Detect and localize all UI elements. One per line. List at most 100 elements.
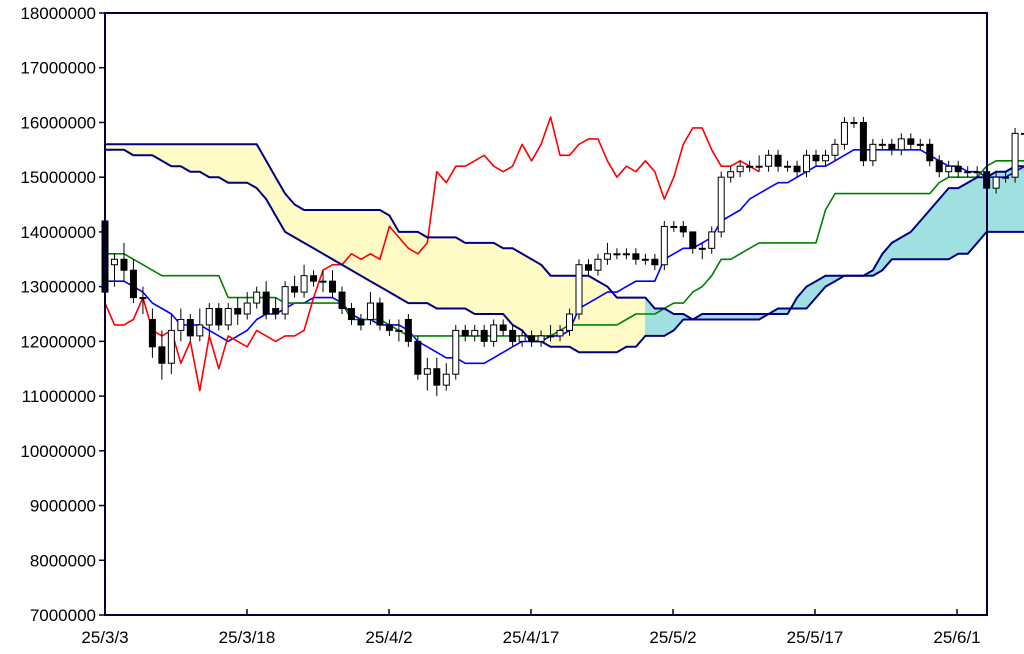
cloud-segment bbox=[531, 258, 542, 342]
candle-bull bbox=[660, 225, 668, 266]
candle-bear bbox=[234, 308, 242, 315]
y-tick-label: 9000000 bbox=[30, 497, 96, 516]
candle-bull bbox=[471, 329, 479, 337]
candle-bull bbox=[698, 247, 706, 250]
cloud-segment bbox=[133, 144, 144, 156]
y-tick-label: 11000000 bbox=[22, 387, 96, 406]
candle-bear bbox=[461, 329, 469, 337]
candle-bull bbox=[196, 324, 204, 337]
cloud-segment bbox=[351, 209, 362, 277]
candle-bull bbox=[869, 143, 877, 162]
cloud-segment bbox=[502, 248, 513, 326]
candle-bull bbox=[736, 165, 744, 173]
candle-bull bbox=[784, 165, 792, 168]
cloud-segment bbox=[521, 253, 532, 343]
candle-bull bbox=[423, 368, 431, 375]
cloud-segment bbox=[427, 237, 438, 310]
candle-bear bbox=[651, 258, 659, 266]
candle-bull bbox=[110, 258, 118, 266]
cloud-segment bbox=[332, 209, 343, 266]
candle-bull bbox=[717, 176, 725, 233]
candle-bull bbox=[243, 302, 251, 315]
candle-bull bbox=[319, 280, 327, 283]
candle-bull bbox=[727, 171, 735, 178]
candle-bull bbox=[366, 302, 374, 320]
candle-bear bbox=[414, 340, 422, 375]
candle-bull bbox=[916, 143, 924, 146]
candle-bear bbox=[291, 286, 299, 293]
candle-bull bbox=[897, 138, 905, 151]
candle-bull bbox=[442, 373, 450, 386]
candle-bull bbox=[964, 171, 972, 174]
cloud-segment bbox=[341, 209, 352, 271]
candle-bull bbox=[566, 313, 574, 331]
y-tick-label: 13000000 bbox=[20, 278, 96, 297]
candle-bear bbox=[338, 291, 346, 310]
cloud-segment bbox=[171, 144, 182, 167]
candle-bull bbox=[765, 154, 773, 167]
candle-bull bbox=[167, 329, 175, 364]
y-tick-label: 15000000 bbox=[20, 168, 96, 187]
candle-bear bbox=[433, 368, 441, 386]
candle-bear bbox=[120, 258, 128, 271]
candle-bear bbox=[385, 324, 393, 331]
plot-area-frame bbox=[104, 12, 988, 616]
x-tick-label: 25/5/17 bbox=[787, 628, 844, 647]
cloud-segment bbox=[190, 144, 201, 173]
y-tick-label: 18000000 bbox=[20, 4, 96, 23]
candle-bull bbox=[708, 231, 716, 249]
candle-bull bbox=[803, 154, 811, 173]
x-tick-label: 25/4/17 bbox=[503, 628, 560, 647]
candle-bull bbox=[992, 176, 1000, 189]
cloud-segment bbox=[464, 242, 476, 315]
candle-bull bbox=[537, 335, 545, 342]
candle-bull bbox=[755, 165, 763, 168]
candle-bull bbox=[205, 308, 213, 326]
candle-bull bbox=[746, 165, 754, 168]
x-tick-label: 25/5/2 bbox=[649, 628, 696, 647]
cloud-segment bbox=[142, 144, 153, 156]
candle-bear bbox=[329, 280, 337, 293]
candle-bear bbox=[859, 121, 867, 162]
candle-bear bbox=[793, 165, 801, 173]
y-tick-label: 12000000 bbox=[20, 332, 96, 351]
candle-bear bbox=[907, 138, 915, 145]
cloud-segment bbox=[370, 209, 381, 288]
candle-bull bbox=[840, 121, 848, 145]
cloud-segment bbox=[483, 242, 494, 315]
x-tick-label: 25/3/18 bbox=[219, 628, 276, 647]
candle-bull bbox=[850, 121, 858, 124]
candle-bear bbox=[148, 318, 156, 348]
candle-bear bbox=[262, 291, 270, 315]
cloud-segment bbox=[436, 237, 447, 309]
lagging-span-line bbox=[104, 116, 760, 392]
candle-bear bbox=[129, 269, 137, 299]
candle-bull bbox=[452, 329, 460, 375]
candle-bull bbox=[821, 154, 829, 162]
cloud-segment bbox=[360, 209, 371, 282]
cloud-segment bbox=[957, 182, 968, 255]
candle-bull bbox=[300, 275, 308, 293]
candle-bull bbox=[490, 324, 498, 342]
candle-bull bbox=[613, 253, 621, 256]
candle-bear bbox=[376, 302, 384, 326]
y-tick-label: 7000000 bbox=[30, 606, 96, 625]
x-tick-label: 25/3/3 bbox=[81, 628, 128, 647]
candle-bull bbox=[1002, 176, 1010, 179]
cloud-segment bbox=[417, 231, 428, 304]
candle-bear bbox=[632, 253, 640, 260]
candle-bear bbox=[499, 324, 507, 331]
cloud-segment bbox=[919, 209, 931, 260]
candle-bull bbox=[177, 318, 185, 331]
cloud-segment bbox=[313, 209, 324, 255]
cloud-segment bbox=[967, 176, 978, 255]
candle-bull bbox=[622, 253, 630, 256]
cloud-segment bbox=[597, 280, 608, 353]
candle-bull bbox=[1011, 132, 1019, 178]
x-axis-ticks: 25/3/3 25/3/18 25/4/2 25/4/17 25/5/2 25/5/17 2… bbox=[81, 609, 981, 647]
candle-bear bbox=[584, 264, 592, 271]
candle-bull bbox=[831, 143, 839, 156]
cloud-segment bbox=[796, 285, 807, 309]
